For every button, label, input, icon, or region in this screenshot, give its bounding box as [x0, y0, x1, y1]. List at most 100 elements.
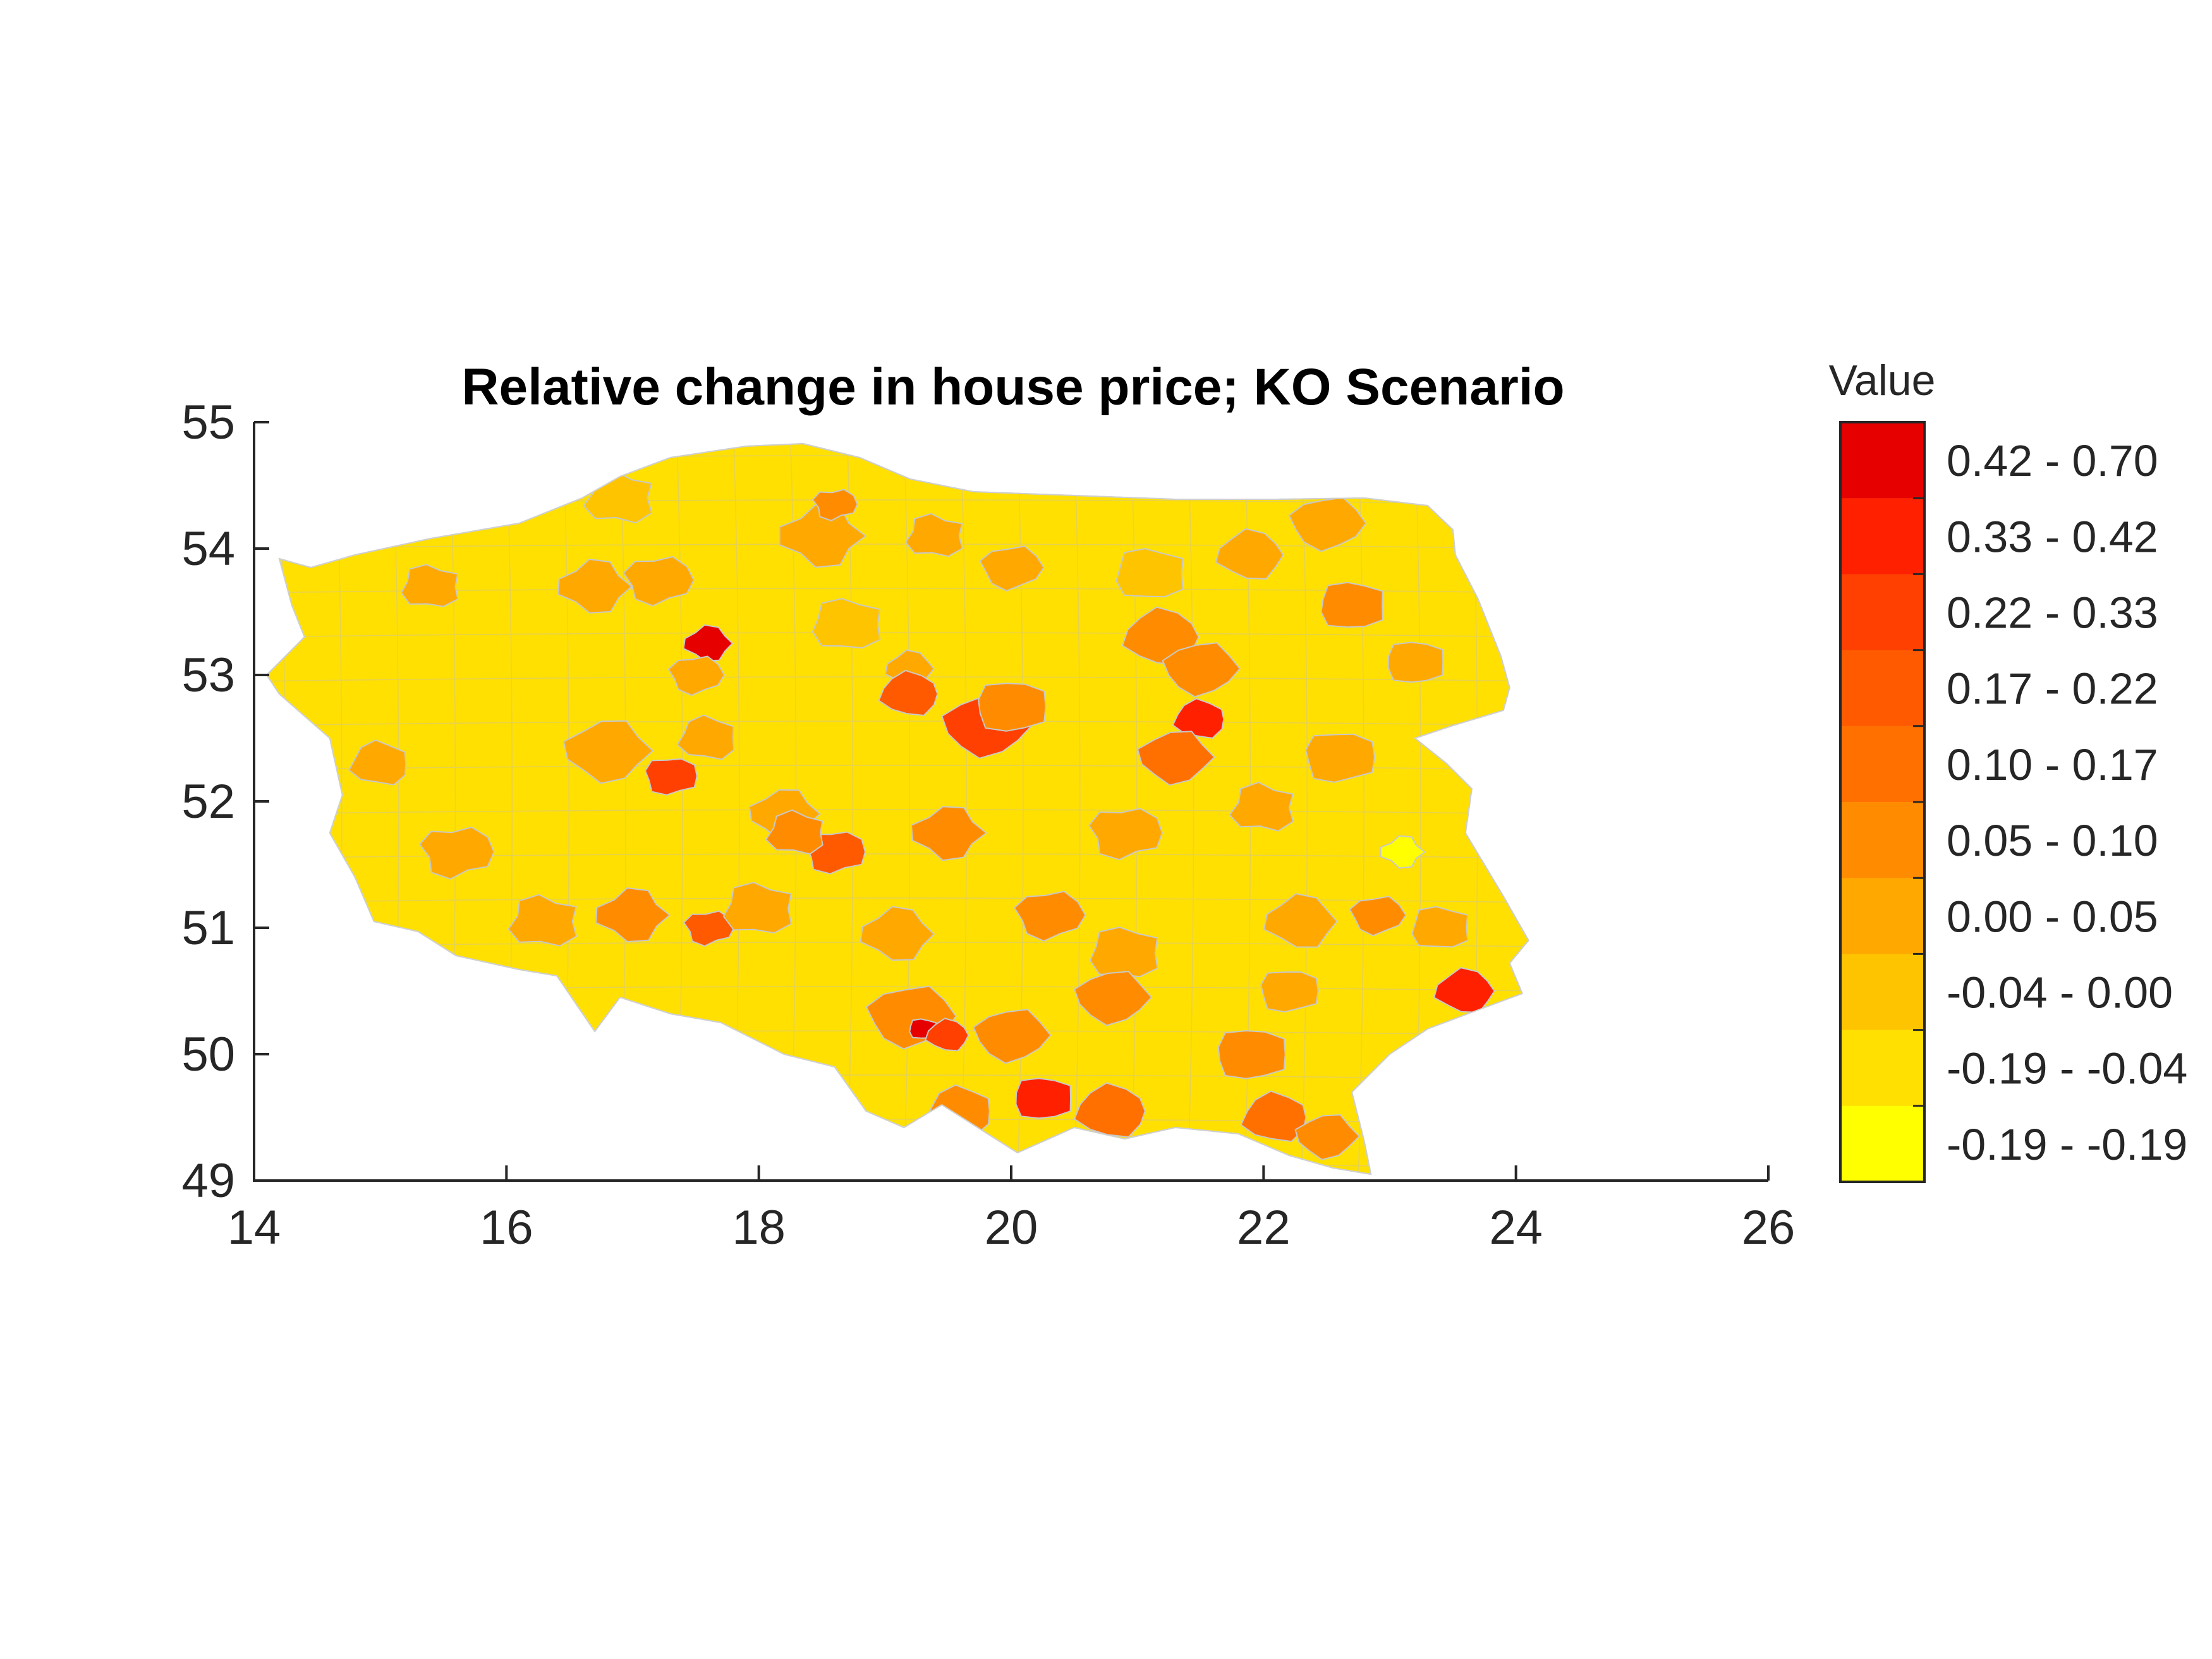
- x-tick-label: 14: [228, 1201, 281, 1255]
- legend-label: 0.00 - 0.05: [1947, 892, 2158, 941]
- region-opole: [722, 882, 792, 934]
- legend-swatch: [1840, 650, 1924, 727]
- region-poznan-area: [562, 720, 653, 784]
- region-ostroleka: [1162, 642, 1241, 698]
- region-olesnica: [683, 910, 735, 947]
- district-boundary: [1301, 444, 1308, 1174]
- district-boundary: [267, 809, 1529, 815]
- legend-swatch: [1840, 422, 1924, 499]
- region-warsaw-suburbs: [1137, 731, 1215, 786]
- region-radom: [1088, 808, 1163, 861]
- y-tick-label: 53: [181, 648, 235, 702]
- region-elblag: [905, 513, 963, 557]
- x-tick-label: 16: [480, 1201, 533, 1255]
- district-boundary: [1187, 444, 1194, 1174]
- region-silesia: [925, 1018, 969, 1052]
- region-plock-area: [978, 683, 1047, 732]
- legend-swatch: [1840, 878, 1924, 954]
- region-nowy-sacz: [1074, 1082, 1146, 1138]
- region-siedlce: [1305, 733, 1375, 783]
- region-kielce: [1089, 927, 1158, 978]
- region-olsztyn: [979, 545, 1045, 592]
- x-tick-label: 18: [732, 1201, 786, 1255]
- district-boundary: [1017, 444, 1024, 1174]
- legend-label: -0.19 - -0.04: [1947, 1044, 2187, 1093]
- y-tick-label: 54: [181, 522, 235, 576]
- region-legnica: [507, 894, 577, 947]
- legend-label: 0.22 - 0.33: [1947, 588, 2158, 638]
- region-bialystok: [1387, 641, 1444, 683]
- legend-title: Value: [1829, 356, 1936, 404]
- x-tick-label: 22: [1237, 1201, 1291, 1255]
- district-boundary: [1358, 444, 1364, 1174]
- legend-swatch: [1840, 726, 1924, 803]
- region-koszalin: [401, 564, 459, 607]
- y-tick-label: 52: [181, 775, 235, 829]
- region-bydgoszcz: [683, 624, 733, 662]
- legend-label: -0.19 - -0.19: [1947, 1120, 2187, 1169]
- map-area: [265, 442, 1529, 1176]
- region-mielec: [1260, 971, 1319, 1012]
- region-lublin: [1263, 893, 1338, 948]
- axes: 14 16 18 20 22 24 26 49 50 51 52 53 54 55: [181, 396, 1795, 1255]
- region-chelmno: [811, 598, 881, 649]
- legend-label: 0.10 - 0.17: [1947, 740, 2158, 789]
- legend-frame: [1839, 421, 1926, 1183]
- y-tick-label: 51: [181, 901, 235, 955]
- region-ketrzyn: [1115, 548, 1184, 598]
- region-czestochowa: [860, 906, 935, 961]
- legend-label: 0.17 - 0.22: [1947, 664, 2158, 714]
- region-pila: [667, 655, 725, 696]
- region-gizycko: [1215, 528, 1284, 580]
- region-layer: [267, 444, 1529, 1174]
- legend-label: 0.42 - 0.70: [1947, 436, 2158, 485]
- x-tick-label: 20: [985, 1201, 1038, 1255]
- legend-swatch: [1840, 802, 1924, 878]
- legend-label: 0.33 - 0.42: [1947, 512, 2158, 561]
- district-boundary: [1130, 444, 1138, 1174]
- region-pulawy: [1229, 781, 1294, 832]
- region-skierniewice: [911, 806, 987, 861]
- district-boundary: [267, 897, 1529, 903]
- region-krakow-area: [973, 1009, 1052, 1064]
- region-goldap: [1288, 497, 1367, 552]
- region-krosno: [1240, 1090, 1307, 1143]
- district-boundary: [267, 632, 1529, 638]
- region-wroclaw: [595, 887, 671, 942]
- chart-title: Relative change in house price; KO Scena…: [461, 358, 1564, 416]
- legend-label: -0.04 - 0.00: [1947, 968, 2173, 1018]
- region-gorzow: [348, 739, 407, 786]
- legend: Value 0.42 - 0.70 0.33 - 0.42 0.22 - 0.33 0…: [1829, 356, 2187, 1183]
- region-gniezno: [676, 714, 735, 760]
- legend-swatch: [1840, 574, 1924, 651]
- region-poznan: [645, 758, 698, 796]
- region-piotrkow: [1014, 890, 1086, 942]
- region-elk: [1320, 581, 1383, 628]
- x-tick-label: 26: [1742, 1201, 1796, 1255]
- x-tick-label: 24: [1489, 1201, 1543, 1255]
- region-lodz-area: [765, 809, 823, 855]
- legend-label: 0.05 - 0.10: [1947, 816, 2158, 865]
- region-rzeszow: [1217, 1030, 1286, 1079]
- region-warsaw: [1172, 698, 1225, 739]
- region-szczecinek: [557, 558, 633, 614]
- region-lublin-city: [1349, 896, 1407, 937]
- region-torun: [878, 669, 939, 716]
- region-gdansk: [811, 489, 858, 521]
- region-krakow: [1015, 1078, 1071, 1119]
- region-przemysl: [1294, 1114, 1360, 1160]
- district-boundary: [267, 544, 1529, 549]
- region-chelm: [1411, 906, 1469, 948]
- y-tick-label: 50: [181, 1028, 235, 1081]
- district-boundary: [960, 444, 967, 1174]
- y-tick-label: 55: [181, 396, 235, 449]
- region-zielona-gora: [419, 826, 495, 880]
- legend-swatch: [1840, 498, 1924, 574]
- legend-swatch: [1840, 1030, 1924, 1107]
- region-biala-podlaska: [1380, 835, 1426, 869]
- country-border: [265, 442, 1529, 1176]
- region-tarnow: [1074, 971, 1152, 1026]
- district-boundary: [1074, 444, 1081, 1174]
- region-czluchow: [623, 556, 695, 607]
